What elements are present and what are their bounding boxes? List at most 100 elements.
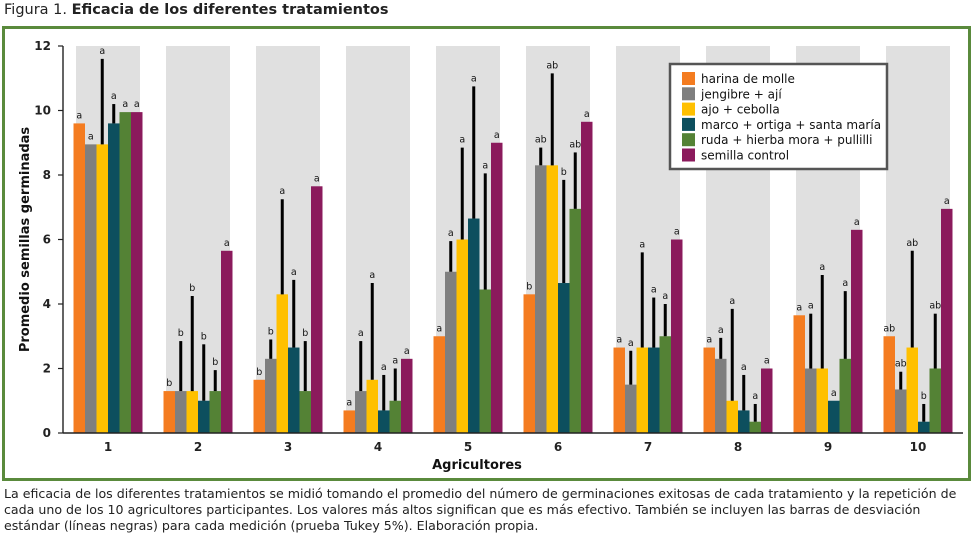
bar bbox=[738, 410, 750, 433]
bar bbox=[108, 123, 120, 434]
bar bbox=[828, 400, 840, 433]
category-panel-2 bbox=[166, 46, 230, 433]
x-tick-label: 1 bbox=[104, 440, 112, 454]
figure-title: Figura 1. Eficacia de los diferentes tra… bbox=[4, 2, 389, 18]
significance-label: b bbox=[921, 391, 927, 402]
bar bbox=[839, 358, 851, 433]
bar bbox=[648, 347, 660, 433]
significance-label: a bbox=[662, 291, 668, 302]
significance-label: b bbox=[526, 281, 532, 292]
category-panel-4 bbox=[346, 46, 410, 433]
significance-label: a bbox=[369, 270, 375, 281]
bar bbox=[276, 294, 288, 433]
x-tick-label: 9 bbox=[824, 440, 832, 454]
bar bbox=[558, 283, 570, 433]
significance-label: b bbox=[256, 367, 262, 378]
bar bbox=[613, 347, 625, 433]
significance-label: a bbox=[404, 346, 410, 357]
bar bbox=[209, 391, 221, 433]
bar bbox=[749, 421, 761, 433]
significance-label: ab bbox=[546, 60, 558, 71]
significance-label: ab bbox=[883, 323, 895, 334]
bar bbox=[73, 123, 85, 434]
significance-label: a bbox=[796, 302, 802, 313]
significance-label: a bbox=[651, 285, 657, 296]
bar bbox=[265, 358, 277, 433]
significance-label: a bbox=[752, 391, 758, 402]
significance-label: a bbox=[494, 130, 500, 141]
bar bbox=[906, 347, 918, 433]
bar bbox=[625, 384, 637, 433]
bar bbox=[198, 400, 210, 433]
significance-label: a bbox=[706, 335, 712, 346]
legend-box bbox=[668, 62, 889, 171]
chart-frame: a a a a a a b b b b b a b b a a b a a a a a a a a a a a a a b ab ab b ab a a… bbox=[2, 26, 971, 481]
significance-label: a bbox=[718, 325, 724, 336]
error-bars-layer bbox=[100, 58, 937, 422]
significance-label: a bbox=[392, 356, 398, 367]
bar bbox=[703, 347, 715, 433]
x-tick-label: 2 bbox=[194, 440, 202, 454]
legend-label: ruda + hierba mora + pullilli bbox=[701, 133, 872, 147]
bar bbox=[389, 400, 401, 433]
bar bbox=[366, 379, 378, 433]
significance-label: a bbox=[639, 239, 645, 250]
x-tick-label: 7 bbox=[644, 440, 652, 454]
bar bbox=[895, 389, 907, 433]
y-tick-label: 8 bbox=[43, 168, 51, 182]
significance-label: b bbox=[178, 328, 184, 339]
significance-label: a bbox=[224, 238, 230, 249]
y-tick-label: 2 bbox=[43, 362, 51, 376]
significance-label: a bbox=[122, 99, 128, 110]
significance-label: ab bbox=[929, 301, 941, 312]
significance-label: a bbox=[819, 262, 825, 273]
significance-label: a bbox=[459, 135, 465, 146]
x-tick-label: 8 bbox=[734, 440, 742, 454]
significance-label: a bbox=[854, 217, 860, 228]
bar bbox=[715, 358, 727, 433]
significance-label: ab bbox=[569, 139, 581, 150]
significance-label: a bbox=[314, 173, 320, 184]
significance-label: b bbox=[302, 328, 308, 339]
significance-label: b bbox=[166, 378, 172, 389]
significance-label: a bbox=[346, 397, 352, 408]
bar bbox=[491, 142, 503, 433]
significance-label: a bbox=[448, 228, 454, 239]
bar bbox=[401, 358, 413, 433]
bar bbox=[805, 368, 817, 433]
legend-label: ajo + cebolla bbox=[701, 103, 780, 117]
bar bbox=[456, 239, 468, 433]
bar bbox=[221, 250, 233, 433]
significance-label: a bbox=[674, 227, 680, 238]
significance-label: a bbox=[291, 267, 297, 278]
x-tick-label: 4 bbox=[374, 440, 382, 454]
bar bbox=[253, 379, 265, 433]
significance-label: a bbox=[944, 196, 950, 207]
significance-label: a bbox=[471, 73, 477, 84]
bar bbox=[378, 410, 390, 433]
legend-label: jengibre + ají bbox=[700, 87, 782, 101]
y-tick-label: 12 bbox=[34, 39, 51, 53]
bar bbox=[355, 391, 367, 433]
figure-caption: La eficacia de los diferentes tratamient… bbox=[4, 486, 957, 533]
significance-label: b bbox=[189, 283, 195, 294]
significance-label: a bbox=[729, 296, 735, 307]
bar bbox=[883, 336, 895, 433]
significance-label: a bbox=[842, 278, 848, 289]
y-axis-title: Promedio semillas germinadas bbox=[18, 127, 33, 353]
legend-label: marco + ortiga + santa maría bbox=[701, 118, 881, 132]
significance-label: a bbox=[436, 323, 442, 334]
significance-label: a bbox=[482, 160, 488, 171]
y-tick-label: 6 bbox=[43, 233, 51, 247]
bar bbox=[569, 208, 581, 433]
significance-label: b bbox=[201, 331, 207, 342]
bar bbox=[186, 391, 198, 433]
bar bbox=[581, 121, 593, 433]
significance-label: a bbox=[808, 301, 814, 312]
bar bbox=[288, 347, 300, 433]
y-tick-label: 4 bbox=[43, 297, 51, 311]
significance-label: a bbox=[764, 356, 770, 367]
bars-layer bbox=[73, 112, 953, 434]
